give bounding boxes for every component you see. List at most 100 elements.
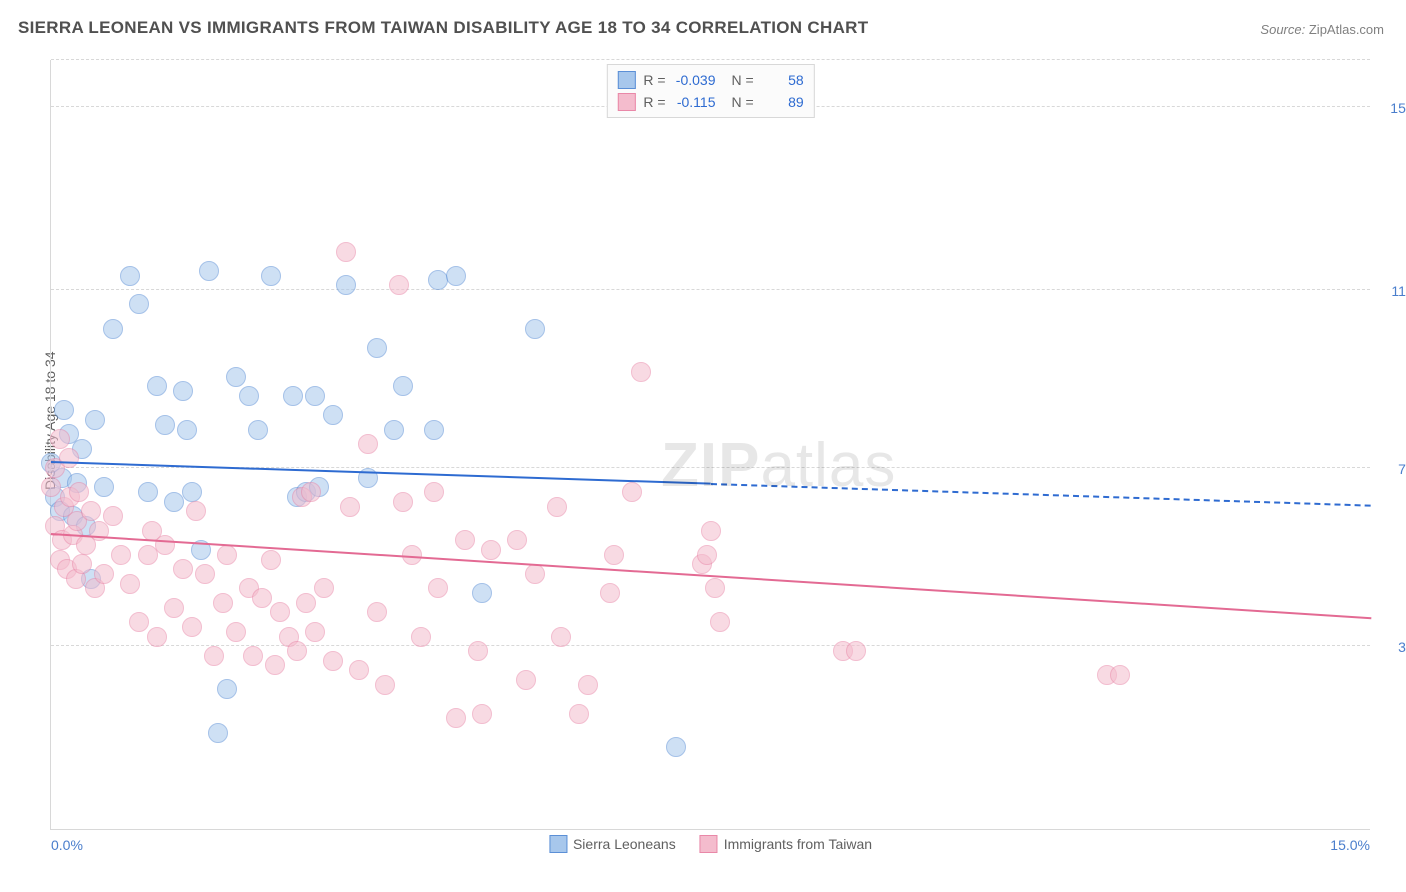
data-point [72, 554, 92, 574]
data-point [287, 641, 307, 661]
legend-row: R = -0.115 N = 89 [617, 91, 803, 113]
y-tick-label: 11.2% [1375, 283, 1406, 299]
data-point [41, 477, 61, 497]
data-point [226, 367, 246, 387]
data-point [367, 338, 387, 358]
legend-n-label: N = [732, 91, 754, 113]
data-point [481, 540, 501, 560]
data-point [569, 704, 589, 724]
data-point [547, 497, 567, 517]
data-point [94, 564, 114, 584]
data-point [252, 588, 272, 608]
data-point [138, 482, 158, 502]
data-point [261, 550, 281, 570]
data-point [173, 381, 193, 401]
legend-item: Sierra Leoneans [549, 835, 676, 853]
data-point [129, 612, 149, 632]
data-point [226, 622, 246, 642]
data-point [525, 319, 545, 339]
data-point [551, 627, 571, 647]
data-point [283, 386, 303, 406]
legend-r-value: -0.039 [674, 69, 716, 91]
legend-swatch [549, 835, 567, 853]
legend-n-value: 89 [762, 91, 804, 113]
legend-n-value: 58 [762, 69, 804, 91]
data-point [336, 275, 356, 295]
data-point [199, 261, 219, 281]
data-point [705, 578, 725, 598]
data-point [600, 583, 620, 603]
data-point [173, 559, 193, 579]
data-point [389, 275, 409, 295]
data-point [265, 655, 285, 675]
legend-label: Sierra Leoneans [573, 836, 676, 852]
gridline [51, 59, 1370, 60]
data-point [472, 583, 492, 603]
data-point [472, 704, 492, 724]
data-point [631, 362, 651, 382]
data-point [248, 420, 268, 440]
data-point [301, 482, 321, 502]
watermark-bold: ZIP [661, 431, 760, 500]
legend-swatch [617, 93, 635, 111]
y-tick-label: 15.0% [1375, 100, 1406, 116]
data-point [846, 641, 866, 661]
data-point [424, 420, 444, 440]
data-point [710, 612, 730, 632]
data-point [217, 545, 237, 565]
legend-swatch [617, 71, 635, 89]
data-point [69, 482, 89, 502]
trend-line [711, 483, 1371, 507]
data-point [208, 723, 228, 743]
data-point [120, 574, 140, 594]
data-point [213, 593, 233, 613]
data-point [578, 675, 598, 695]
data-point [270, 602, 290, 622]
data-point [239, 386, 259, 406]
data-point [111, 545, 131, 565]
source-label: Source: [1260, 22, 1305, 37]
data-point [155, 415, 175, 435]
data-point [446, 266, 466, 286]
data-point [323, 405, 343, 425]
data-point [129, 294, 149, 314]
data-point [349, 660, 369, 680]
data-point [516, 670, 536, 690]
data-point [261, 266, 281, 286]
data-point [666, 737, 686, 757]
legend-swatch [700, 835, 718, 853]
legend-item: Immigrants from Taiwan [700, 835, 872, 853]
data-point [195, 564, 215, 584]
scatter-plot: ZIPatlas R = -0.039 N = 58 R = -0.115 N … [50, 60, 1370, 830]
data-point [147, 376, 167, 396]
data-point [622, 482, 642, 502]
data-point [340, 497, 360, 517]
chart-area: Disability Age 18 to 34 ZIPatlas R = -0.… [50, 60, 1370, 830]
data-point [697, 545, 717, 565]
data-point [604, 545, 624, 565]
x-tick-min: 0.0% [51, 837, 83, 853]
legend-label: Immigrants from Taiwan [724, 836, 872, 852]
watermark: ZIPatlas [661, 430, 896, 501]
legend-r-label: R = [643, 69, 665, 91]
data-point [428, 578, 448, 598]
data-point [204, 646, 224, 666]
trend-line [51, 461, 711, 485]
data-point [177, 420, 197, 440]
data-point [305, 386, 325, 406]
data-point [217, 679, 237, 699]
data-point [164, 598, 184, 618]
y-tick-label: 3.8% [1375, 639, 1406, 655]
legend-row: R = -0.039 N = 58 [617, 69, 803, 91]
data-point [103, 319, 123, 339]
data-point [358, 434, 378, 454]
data-point [507, 530, 527, 550]
gridline [51, 289, 1370, 290]
data-point [182, 617, 202, 637]
chart-title: SIERRA LEONEAN VS IMMIGRANTS FROM TAIWAN… [18, 18, 868, 38]
data-point [120, 266, 140, 286]
correlation-legend: R = -0.039 N = 58 R = -0.115 N = 89 [606, 64, 814, 118]
data-point [182, 482, 202, 502]
legend-r-label: R = [643, 91, 665, 113]
data-point [147, 627, 167, 647]
